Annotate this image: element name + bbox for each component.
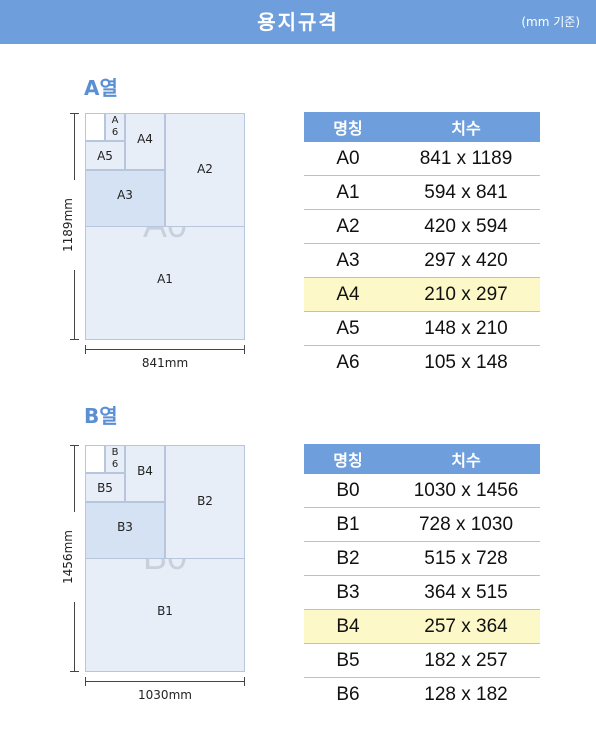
height-dimension-label: 1189mm <box>61 180 75 270</box>
cell-size: 105 x 148 <box>424 351 508 373</box>
sheet-a3 <box>85 170 165 227</box>
cell-name: B3 <box>304 575 392 610</box>
width-dimension-label: 1030mm <box>138 688 192 702</box>
width-dimension-label: 841mm <box>141 356 189 370</box>
sheet-a5 <box>85 141 125 170</box>
cell-name: A1 <box>304 175 392 210</box>
table-row: A3 297 x 420 <box>304 243 540 278</box>
label-b2: B2 <box>197 494 213 508</box>
table-row: B6 128 x 182 <box>304 678 540 712</box>
sheet-b4 <box>125 445 165 502</box>
width-dimension-cap-left <box>85 677 86 686</box>
label-b4: B4 <box>137 464 153 478</box>
cell-size: 728 x 1030 <box>392 507 540 542</box>
cell-size: 297 x 420 <box>392 243 540 278</box>
cell-size: 210 x 297 <box>392 277 540 312</box>
table-row: A6 105 x 148 <box>304 346 540 380</box>
paper-diagram-a: A0 A2 A1 A3 A4 A5 A 6 1189mm 841mm <box>58 108 258 370</box>
paper-diagram-b: B0 B2 B1 B3 B4 B5 B 6 1456mm 1030mm <box>58 440 258 702</box>
table-header-row: 명칭 치수 <box>304 444 540 474</box>
table-row: A0 841 x 1189 <box>304 142 540 176</box>
label-b3: B3 <box>117 520 133 534</box>
width-dimension-cap-right <box>244 677 245 686</box>
width-dimension-line <box>85 349 245 350</box>
cell-name: A6 <box>336 351 360 373</box>
table-row: A2 420 x 594 <box>304 209 540 244</box>
height-dimension-cap-top <box>70 113 79 114</box>
label-b6: B 6 <box>111 447 119 470</box>
width-dimension-line <box>85 681 245 682</box>
label-a4: A4 <box>137 132 153 146</box>
sheet-a6 <box>105 113 125 141</box>
label-a2: A2 <box>197 162 213 176</box>
height-dimension-cap-bottom <box>70 339 79 340</box>
cell-name: B0 <box>304 474 392 508</box>
table-row: B1 728 x 1030 <box>304 507 540 542</box>
width-dimension-cap-left <box>85 345 86 354</box>
sheet-remainder <box>85 445 105 473</box>
table-row: B3 364 x 515 <box>304 575 540 610</box>
size-table-b: 명칭 치수 B0 1030 x 1456 B1 728 x 1030 B2 515 x… <box>304 444 540 711</box>
size-table-a: 명칭 치수 A0 841 x 1189 A1 594 x 841 A2 420 x 5… <box>304 112 540 379</box>
column-header-size: 치수 <box>392 444 540 474</box>
height-dimension-cap-bottom <box>70 671 79 672</box>
sheet-b5 <box>85 473 125 502</box>
section-title-a: A열 <box>84 76 118 100</box>
cell-name: A4 <box>304 277 392 312</box>
column-header-name: 명칭 <box>304 444 392 474</box>
sheet-remainder <box>85 113 105 141</box>
height-dimension-label: 1456mm <box>61 512 75 602</box>
cell-name: B4 <box>304 609 392 644</box>
sheet-b3 <box>85 502 165 559</box>
label-a5: A5 <box>97 149 113 163</box>
cell-name: A3 <box>304 243 392 278</box>
cell-size: 148 x 210 <box>392 311 540 346</box>
sheet-a2 <box>165 113 245 227</box>
column-header-name: 명칭 <box>304 112 392 142</box>
cell-name: A5 <box>304 311 392 346</box>
page-title: 용지규격 <box>257 10 339 34</box>
cell-size: 420 x 594 <box>392 209 540 244</box>
cell-size: 515 x 728 <box>392 541 540 576</box>
column-header-size: 치수 <box>392 112 540 142</box>
unit-note: (mm 기준) <box>521 15 580 29</box>
cell-name: A2 <box>304 209 392 244</box>
table-row: B2 515 x 728 <box>304 541 540 576</box>
cell-size: 1030 x 1456 <box>392 474 540 508</box>
table-row: A1 594 x 841 <box>304 175 540 210</box>
cell-name: B2 <box>304 541 392 576</box>
table-row: B5 182 x 257 <box>304 643 540 678</box>
sheet-b6 <box>105 445 125 473</box>
table-row: A5 148 x 210 <box>304 311 540 346</box>
label-b5: B5 <box>97 481 113 495</box>
label-b1: B1 <box>157 604 173 618</box>
label-a3: A3 <box>117 188 133 202</box>
table-row-highlighted: B4 257 x 364 <box>304 609 540 644</box>
cell-name: B6 <box>336 683 360 705</box>
cell-name: B1 <box>304 507 392 542</box>
section-title-b: B열 <box>84 404 118 428</box>
width-dimension-cap-right <box>244 345 245 354</box>
cell-size: 182 x 257 <box>392 643 540 678</box>
label-a6: A 6 <box>111 115 119 138</box>
table-row-highlighted: A4 210 x 297 <box>304 277 540 312</box>
cell-size: 841 x 1189 <box>392 142 540 176</box>
cell-size: 257 x 364 <box>392 609 540 644</box>
label-a1: A1 <box>157 272 173 286</box>
table-header-row: 명칭 치수 <box>304 112 540 142</box>
cell-size: 364 x 515 <box>392 575 540 610</box>
header-bar: 용지규격 (mm 기준) <box>0 0 596 44</box>
height-dimension-cap-top <box>70 445 79 446</box>
table-row: B0 1030 x 1456 <box>304 474 540 508</box>
cell-name: B5 <box>304 643 392 678</box>
cell-size: 594 x 841 <box>392 175 540 210</box>
cell-name: A0 <box>304 142 392 176</box>
cell-size: 128 x 182 <box>424 683 508 705</box>
sheet-b2 <box>165 445 245 559</box>
sheet-a4 <box>125 113 165 170</box>
